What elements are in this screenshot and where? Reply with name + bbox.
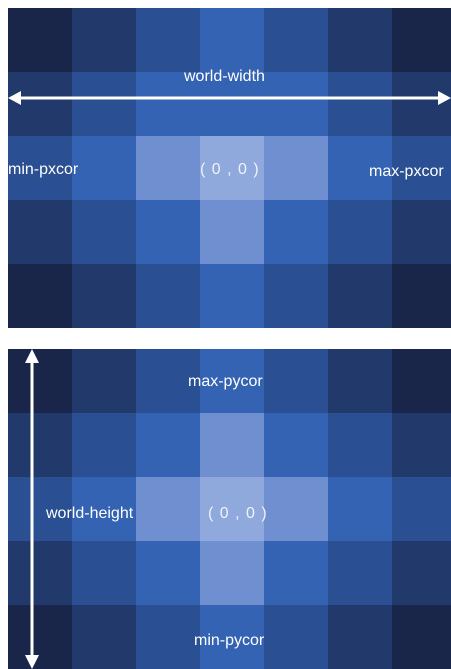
patch-cell <box>392 349 451 413</box>
patch-grid <box>8 349 451 669</box>
patch-cell <box>8 541 72 605</box>
patch-cell <box>8 8 72 72</box>
patch-cell <box>392 413 451 477</box>
patch-cell <box>392 136 451 200</box>
patch-cell <box>200 349 264 413</box>
max-pxcor-label: max-pxcor <box>369 163 444 180</box>
patch-cell <box>136 136 200 200</box>
patch-cell <box>72 264 136 328</box>
patch-cell <box>264 541 328 605</box>
patch-cell <box>328 136 392 200</box>
patch-cell <box>264 349 328 413</box>
patch-cell <box>264 72 328 136</box>
patch-cell <box>136 200 200 264</box>
max-pycor-label: max-pycor <box>188 373 263 390</box>
patch-cell <box>200 413 264 477</box>
patch-cell <box>200 200 264 264</box>
patch-cell <box>328 200 392 264</box>
patch-cell <box>72 605 136 669</box>
world-height-label: world-height <box>46 505 134 522</box>
patch-cell <box>200 477 264 541</box>
patch-cell <box>72 136 136 200</box>
patch-cell <box>8 413 72 477</box>
patch-cell <box>392 605 451 669</box>
patch-cell <box>8 477 72 541</box>
patch-cell <box>72 477 136 541</box>
min-pxcor-label: min-pxcor <box>8 161 79 178</box>
patch-cell <box>392 541 451 605</box>
patch-cell <box>136 72 200 136</box>
patch-cell <box>264 477 328 541</box>
patch-cell <box>72 413 136 477</box>
patch-cell <box>72 349 136 413</box>
patch-cell <box>136 605 200 669</box>
origin-label: ( 0 , 0 ) <box>200 161 260 178</box>
patch-cell <box>328 477 392 541</box>
patch-cell <box>136 8 200 72</box>
world-height-diagram: max-pycor world-height ( 0 , 0 ) min-pyc… <box>8 349 451 669</box>
patch-cell <box>264 200 328 264</box>
patch-cell <box>8 72 72 136</box>
patch-cell <box>136 477 200 541</box>
patch-cell <box>328 8 392 72</box>
patch-cell <box>136 541 200 605</box>
patch-cell <box>392 200 451 264</box>
world-height-arrow <box>25 349 39 669</box>
patch-cell <box>264 413 328 477</box>
patch-cell <box>328 72 392 136</box>
patch-cell <box>328 264 392 328</box>
patch-cell <box>200 605 264 669</box>
patch-cell <box>8 200 72 264</box>
patch-cell <box>136 349 200 413</box>
patch-cell <box>72 541 136 605</box>
patch-cell <box>136 413 200 477</box>
patch-cell <box>136 264 200 328</box>
min-pycor-label: min-pycor <box>194 632 265 649</box>
patch-cell <box>200 72 264 136</box>
patch-cell <box>264 136 328 200</box>
world-width-arrow <box>8 91 451 105</box>
patch-cell <box>264 605 328 669</box>
world-width-label: world-width <box>184 68 265 85</box>
patch-cell <box>72 72 136 136</box>
patch-cell <box>72 8 136 72</box>
origin-label: ( 0 , 0 ) <box>208 505 268 522</box>
patch-cell <box>328 541 392 605</box>
patch-cell <box>200 8 264 72</box>
patch-cell <box>200 264 264 328</box>
world-width-diagram: world-width min-pxcor ( 0 , 0 ) max-pxco… <box>8 8 451 328</box>
patch-cell <box>264 264 328 328</box>
patch-cell <box>392 264 451 328</box>
patch-cell <box>8 349 72 413</box>
patch-cell <box>200 136 264 200</box>
patch-cell <box>72 200 136 264</box>
patch-cell <box>8 136 72 200</box>
patch-grid <box>8 8 451 328</box>
patch-cell <box>392 477 451 541</box>
patch-cell <box>392 8 451 72</box>
patch-cell <box>264 8 328 72</box>
patch-cell <box>392 72 451 136</box>
patch-cell <box>328 349 392 413</box>
patch-cell <box>328 413 392 477</box>
patch-cell <box>328 605 392 669</box>
patch-cell <box>200 541 264 605</box>
patch-cell <box>8 605 72 669</box>
patch-cell <box>8 264 72 328</box>
